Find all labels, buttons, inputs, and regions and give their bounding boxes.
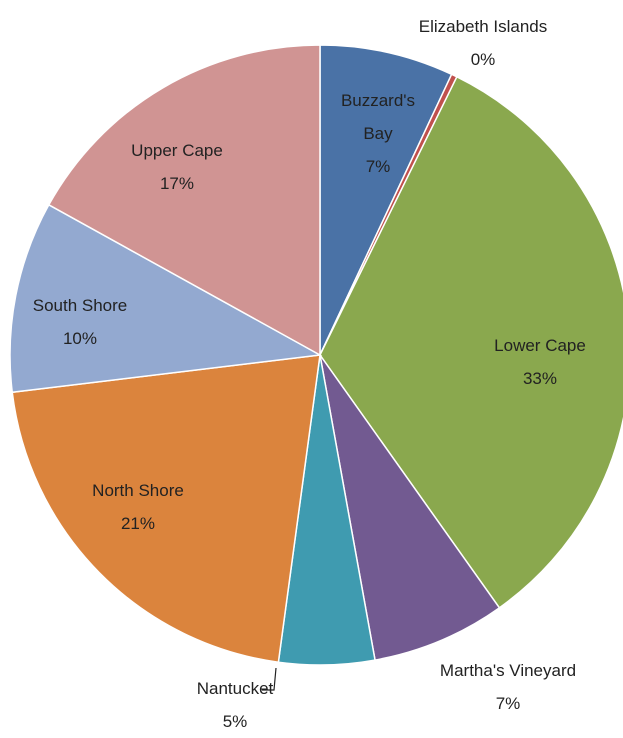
leader-line	[262, 667, 277, 691]
pie-slice	[9, 203, 323, 394]
category-label: Upper Cape	[131, 141, 223, 160]
category-label: Buzzard's Bay	[340, 91, 416, 143]
category-label: North Shore	[92, 481, 184, 500]
category-label: Martha's Vineyard	[439, 661, 577, 680]
slice-label: Martha's Vineyard 7%	[440, 654, 576, 720]
category-label: Lower Cape	[494, 336, 586, 355]
slice-label: Lower Cape 33%	[494, 329, 586, 395]
slice-label: North Shore 21%	[92, 474, 184, 540]
pie-slice	[319, 75, 623, 609]
category-label: South Shore	[32, 296, 128, 315]
slice-label: Elizabeth Islands 0%	[419, 10, 548, 76]
value-label: 21%	[120, 514, 156, 533]
pie-slice	[319, 44, 453, 356]
slice-label: Upper Cape 17%	[131, 134, 223, 200]
slice-label: Buzzard's Bay 7%	[338, 84, 418, 183]
pie-slice	[47, 44, 321, 357]
value-label: 7%	[365, 157, 391, 176]
category-label: Nantucket	[196, 679, 274, 698]
value-label: 10%	[62, 329, 98, 348]
value-label: 0%	[470, 50, 496, 69]
slice-label: Nantucket 5%	[197, 672, 274, 738]
value-label: 17%	[159, 174, 195, 193]
value-label: 33%	[522, 369, 558, 388]
slice-label: South Shore 10%	[33, 289, 128, 355]
pie-slice	[11, 354, 321, 664]
category-label: Elizabeth Islands	[418, 17, 548, 36]
value-label: 7%	[495, 694, 521, 713]
value-label: 5%	[222, 712, 248, 731]
pie-slice	[319, 354, 501, 661]
